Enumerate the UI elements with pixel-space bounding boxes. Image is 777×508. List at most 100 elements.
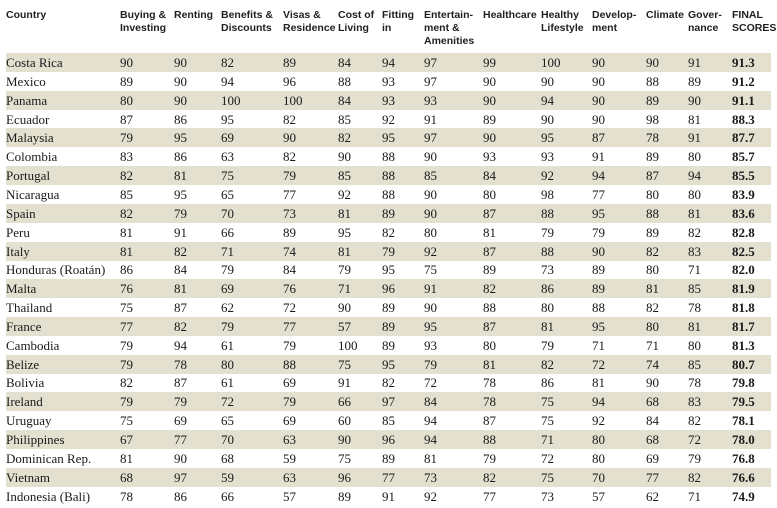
cell-development: 90 bbox=[592, 55, 605, 70]
cell-final-scores: 79.5 bbox=[732, 394, 755, 410]
cell-climate: 89 bbox=[646, 149, 659, 165]
cell-renting: 81 bbox=[174, 168, 187, 184]
cell-buying-investing: 82 bbox=[120, 375, 133, 391]
cell-renting: 87 bbox=[174, 375, 187, 391]
cell-cost-of-living: 90 bbox=[338, 432, 351, 447]
cell-climate: 84 bbox=[646, 413, 659, 429]
country-name: Dominican Rep. bbox=[6, 450, 92, 466]
cell-climate: 80 bbox=[646, 262, 659, 278]
cell-healthy-lifestyle: 80 bbox=[541, 300, 554, 316]
header-healthcare: Healthcare bbox=[483, 9, 537, 21]
cell-visas-residence: 79 bbox=[283, 168, 296, 184]
country-name: Uruguay bbox=[6, 413, 52, 429]
cell-climate: 68 bbox=[646, 432, 659, 447]
cell-climate: 87 bbox=[646, 168, 659, 184]
cell-renting: 86 bbox=[174, 149, 187, 165]
cell-visas-residence: 82 bbox=[283, 111, 296, 127]
cell-fitting-in: 79 bbox=[382, 243, 395, 259]
country-name: Malaysia bbox=[6, 130, 54, 146]
cell-entertainment-amenities: 97 bbox=[424, 73, 437, 89]
cell-renting: 84 bbox=[174, 262, 187, 278]
table-row: Philippines 67 77 70 63 90 96 94 88 71 80 68 72 78.0 bbox=[6, 430, 771, 449]
cell-entertainment-amenities: 94 bbox=[424, 432, 437, 447]
cell-healthcare: 90 bbox=[483, 92, 496, 108]
cell-entertainment-amenities: 92 bbox=[424, 243, 437, 259]
cell-benefits-discounts: 75 bbox=[221, 168, 234, 184]
cell-buying-investing: 79 bbox=[120, 394, 133, 410]
cell-fitting-in: 95 bbox=[382, 262, 395, 278]
cell-benefits-discounts: 59 bbox=[221, 469, 234, 485]
cell-visas-residence: 79 bbox=[283, 337, 296, 353]
cell-benefits-discounts: 68 bbox=[221, 450, 234, 466]
cell-buying-investing: 82 bbox=[120, 168, 133, 184]
cell-healthcare: 90 bbox=[483, 73, 496, 89]
cell-benefits-discounts: 80 bbox=[221, 356, 234, 372]
header-entertainment-amenities: Entertain- ment & Amenities bbox=[424, 9, 475, 47]
cell-entertainment-amenities: 85 bbox=[424, 168, 437, 184]
cell-healthcare: 87 bbox=[483, 318, 496, 334]
cell-fitting-in: 95 bbox=[382, 356, 395, 372]
cell-healthcare: 78 bbox=[483, 394, 496, 410]
cell-governance: 78 bbox=[688, 375, 701, 391]
cell-governance: 91 bbox=[688, 130, 701, 146]
country-name: Malta bbox=[6, 281, 37, 297]
cell-fitting-in: 88 bbox=[382, 168, 395, 184]
cell-healthy-lifestyle: 72 bbox=[541, 450, 554, 466]
cell-cost-of-living: 96 bbox=[338, 469, 351, 485]
cell-benefits-discounts: 94 bbox=[221, 73, 234, 89]
cell-healthy-lifestyle: 86 bbox=[541, 375, 554, 391]
cell-final-scores: 80.7 bbox=[732, 356, 755, 372]
cell-buying-investing: 78 bbox=[120, 488, 133, 504]
cell-climate: 62 bbox=[646, 488, 659, 504]
cell-renting: 90 bbox=[174, 55, 187, 70]
cell-visas-residence: 72 bbox=[283, 300, 296, 316]
table-row: Panama 80 90 100 100 84 93 93 90 94 90 89 90 91.1 bbox=[6, 90, 771, 110]
table-row: Dominican Rep. 81 90 68 59 75 89 81 79 72 80 69 79 76… bbox=[6, 449, 771, 468]
cell-buying-investing: 67 bbox=[120, 432, 133, 447]
cell-final-scores: 91.3 bbox=[732, 55, 755, 70]
cell-governance: 91 bbox=[688, 55, 701, 70]
cell-healthcare: 79 bbox=[483, 450, 496, 466]
cell-final-scores: 83.9 bbox=[732, 186, 755, 202]
cell-benefits-discounts: 62 bbox=[221, 300, 234, 316]
cell-development: 72 bbox=[592, 356, 605, 372]
cell-buying-investing: 75 bbox=[120, 300, 133, 316]
cell-final-scores: 82.5 bbox=[732, 243, 755, 259]
cell-cost-of-living: 88 bbox=[338, 73, 351, 89]
cell-healthcare: 99 bbox=[483, 55, 496, 70]
cell-healthcare: 87 bbox=[483, 243, 496, 259]
cell-healthcare: 82 bbox=[483, 281, 496, 297]
cell-fitting-in: 95 bbox=[382, 130, 395, 146]
cell-visas-residence: 69 bbox=[283, 413, 296, 429]
cell-cost-of-living: 90 bbox=[338, 300, 351, 316]
cell-healthy-lifestyle: 88 bbox=[541, 205, 554, 221]
cell-visas-residence: 79 bbox=[283, 394, 296, 410]
cell-entertainment-amenities: 93 bbox=[424, 92, 437, 108]
cell-entertainment-amenities: 94 bbox=[424, 413, 437, 429]
cell-cost-of-living: 90 bbox=[338, 149, 351, 165]
cell-climate: 89 bbox=[646, 224, 659, 240]
cell-fitting-in: 96 bbox=[382, 281, 395, 297]
cell-buying-investing: 86 bbox=[120, 262, 133, 278]
cell-renting: 94 bbox=[174, 337, 187, 353]
cell-healthcare: 88 bbox=[483, 300, 496, 316]
cell-final-scores: 76.6 bbox=[732, 469, 755, 485]
cell-healthcare: 81 bbox=[483, 224, 496, 240]
cell-renting: 87 bbox=[174, 300, 187, 316]
cell-entertainment-amenities: 92 bbox=[424, 488, 437, 504]
table-row: France 77 82 79 77 57 89 95 87 81 95 80 81 81.7 bbox=[6, 316, 771, 336]
cell-visas-residence: 73 bbox=[283, 205, 296, 221]
cell-visas-residence: 89 bbox=[283, 224, 296, 240]
cell-healthy-lifestyle: 98 bbox=[541, 186, 554, 202]
cell-development: 94 bbox=[592, 168, 605, 184]
cell-benefits-discounts: 79 bbox=[221, 318, 234, 334]
cell-benefits-discounts: 72 bbox=[221, 394, 234, 410]
cell-development: 90 bbox=[592, 73, 605, 89]
cell-climate: 80 bbox=[646, 318, 659, 334]
cell-buying-investing: 83 bbox=[120, 149, 133, 165]
cell-governance: 71 bbox=[688, 488, 701, 504]
table-row: Costa Rica 90 90 82 89 84 94 97 99 100 90 90 91 91.3 bbox=[6, 53, 771, 72]
cell-buying-investing: 87 bbox=[120, 111, 133, 127]
cell-buying-investing: 81 bbox=[120, 450, 133, 466]
country-name: Portugal bbox=[6, 168, 51, 184]
